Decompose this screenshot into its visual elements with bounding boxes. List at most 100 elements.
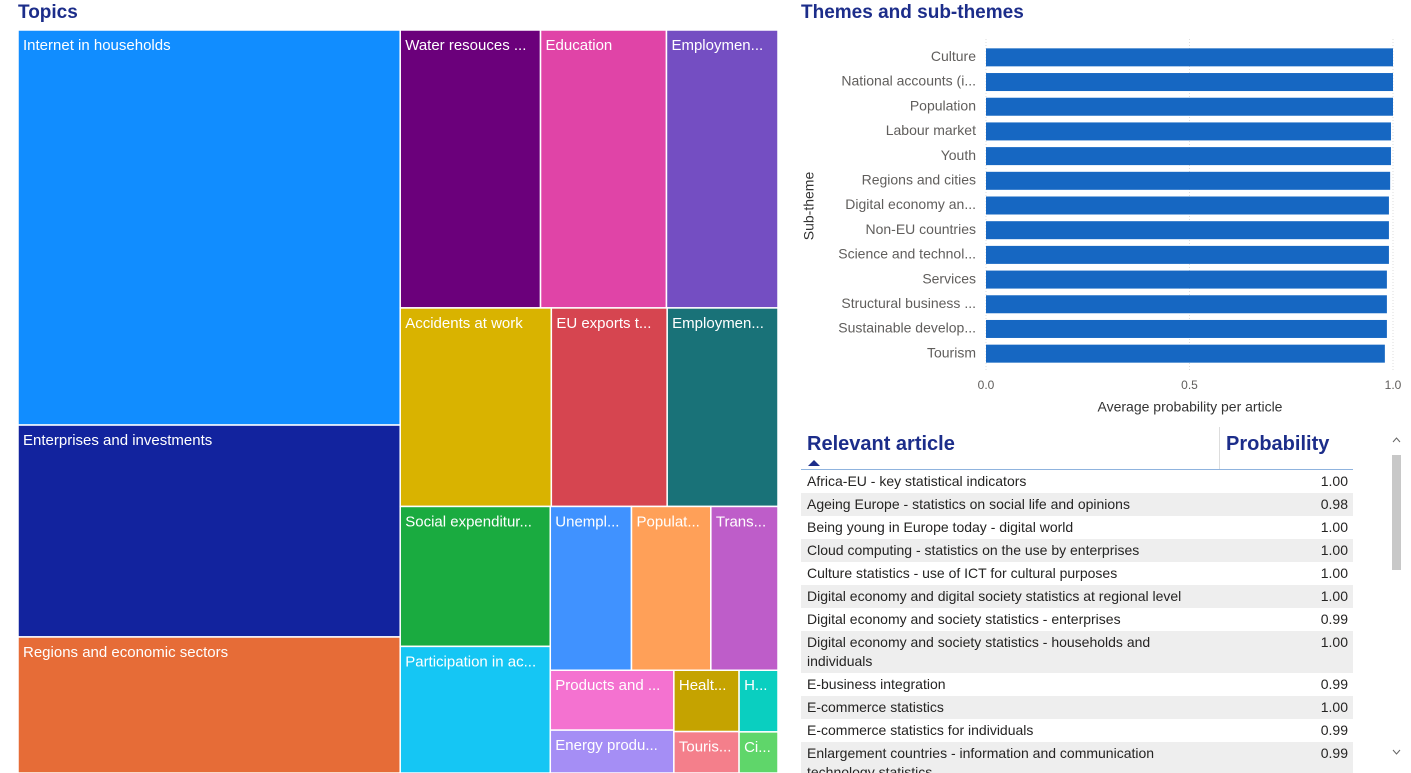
treemap-tile — [550, 307, 668, 508]
tile-label: Regions and economic sectors — [23, 644, 228, 661]
article-cell: Digital economy and society statistics -… — [807, 611, 1121, 627]
treemap-tile — [665, 29, 779, 309]
table-row[interactable]: Africa-EU - key statistical indicators 1.… — [801, 470, 1353, 493]
bar — [986, 221, 1389, 240]
probability-cell: 0.99 — [1320, 745, 1348, 761]
table-row[interactable]: Digital economy and society statistics -… — [801, 608, 1353, 631]
tile-label: H... — [744, 677, 767, 694]
treemap-tile — [399, 505, 552, 648]
treemap-tile — [17, 29, 401, 426]
bar — [986, 270, 1387, 289]
table-row[interactable]: Cloud computing - statistics on the use … — [801, 539, 1353, 562]
tile-label: Unempl... — [555, 513, 619, 530]
article-cell: E-commerce statistics — [807, 699, 944, 715]
y-tick-label: Services — [922, 270, 976, 286]
treemap-tile — [17, 636, 401, 773]
tile-label: Products and ... — [555, 677, 660, 694]
sort-indicator — [808, 460, 820, 466]
treemap-tile — [399, 645, 552, 773]
bar — [986, 147, 1391, 166]
bar — [986, 196, 1389, 215]
article-cell: Enlargement countries - information and … — [807, 745, 1155, 773]
tile-label: Social expenditur... — [405, 513, 532, 530]
tile-label: Water resouces ... — [405, 37, 526, 54]
article-cell: Ageing Europe - statistics on social lif… — [807, 496, 1130, 512]
article-table: Relevant article Probability Africa-EU -… — [801, 427, 1353, 773]
table-row[interactable]: Digital economy and society statistics -… — [801, 631, 1353, 673]
scroll-arrows — [1392, 437, 1401, 755]
y-tick-label: Population — [910, 97, 976, 113]
article-cell: Cloud computing - statistics on the use … — [807, 542, 1140, 558]
treemap-tile — [630, 505, 712, 671]
treemap-tile — [549, 729, 675, 773]
table-header: Relevant article Probability — [801, 427, 1353, 470]
y-tick-label: Culture — [931, 48, 976, 64]
probability-cell: 0.99 — [1320, 611, 1348, 627]
article-cell: Being young in Europe today - digital wo… — [807, 519, 1074, 535]
bar — [986, 97, 1393, 116]
tile-label: EU exports t... — [556, 315, 651, 332]
y-tick-label: Non-EU countries — [866, 221, 977, 237]
y-tick-label: Structural business ... — [841, 295, 976, 311]
table-row[interactable]: Culture statistics - use of ICT for cult… — [801, 562, 1353, 585]
tile-label: Touris... — [679, 739, 732, 756]
bar — [986, 171, 1391, 190]
scroll-thumb[interactable] — [1392, 455, 1401, 570]
article-cell: Digital economy and digital society stat… — [807, 588, 1182, 604]
probability-cell: 1.00 — [1320, 588, 1348, 604]
article-cell: E-business integration — [807, 676, 946, 692]
table-row[interactable]: E-commerce statistics for individuals 0.9… — [801, 719, 1353, 742]
table-body: Africa-EU - key statistical indicators 1.… — [801, 470, 1353, 773]
article-cell: Digital economy and society statistics -… — [807, 634, 1151, 669]
tile-label: Ci... — [744, 739, 771, 756]
bar — [986, 245, 1389, 264]
bar — [986, 319, 1387, 338]
treemap-tile — [673, 730, 740, 773]
article-cell: Africa-EU - key statistical indicators — [807, 473, 1027, 489]
tile-label: Energy produ... — [555, 737, 658, 754]
table-row[interactable]: E-business integration 0.99 — [801, 673, 1353, 696]
treemap-tile — [539, 29, 668, 309]
treemap-tile — [399, 307, 553, 508]
treemap-tile — [17, 424, 401, 638]
x-axis-title: Average probability per article — [1098, 399, 1283, 415]
table-row[interactable]: Being young in Europe today - digital wo… — [801, 516, 1353, 539]
treemap-tile — [549, 505, 633, 671]
scrollbar[interactable] — [1391, 430, 1402, 773]
probability-cell: 1.00 — [1320, 542, 1348, 558]
table-row[interactable]: Digital economy and digital society stat… — [801, 585, 1353, 608]
tile-label: Education — [546, 37, 613, 54]
tile-label: Accidents at work — [405, 315, 523, 332]
column-header[interactable]: Probability — [1226, 433, 1330, 455]
treemap-tile — [666, 307, 779, 508]
bar — [986, 73, 1393, 92]
y-tick-label: Labour market — [886, 122, 976, 138]
probability-cell: 1.00 — [1320, 473, 1348, 489]
probability-cell: 1.00 — [1320, 565, 1348, 581]
bar — [986, 122, 1391, 141]
treemap-tile — [738, 669, 779, 733]
x-tick-label: 1.0 — [1385, 378, 1402, 392]
article-cell: Culture statistics - use of ICT for cult… — [807, 565, 1118, 581]
treemap-tile — [673, 669, 740, 733]
tile-label: Populat... — [636, 513, 699, 530]
tile-label: Internet in households — [23, 37, 171, 54]
bar — [986, 48, 1393, 67]
treemap-title: Topics — [18, 2, 78, 23]
bar-title: Themes and sub-themes — [801, 2, 1024, 23]
table-row[interactable]: Ageing Europe - statistics on social lif… — [801, 493, 1353, 516]
tile-label: Employmen... — [672, 315, 764, 332]
column-header[interactable]: Relevant article — [801, 427, 1220, 469]
treemap-tile — [710, 505, 779, 671]
probability-cell: 0.98 — [1320, 496, 1348, 512]
bar — [986, 344, 1385, 363]
y-tick-label: Science and technol... — [838, 246, 976, 262]
table-row[interactable]: E-commerce statistics 1.00 — [801, 696, 1353, 719]
tile-label: Trans... — [716, 513, 766, 530]
y-tick-label: National accounts (i... — [841, 73, 976, 89]
probability-cell: 0.99 — [1320, 722, 1348, 738]
table-row[interactable]: Enlargement countries - information and … — [801, 742, 1353, 773]
y-tick-label: Youth — [941, 147, 976, 163]
